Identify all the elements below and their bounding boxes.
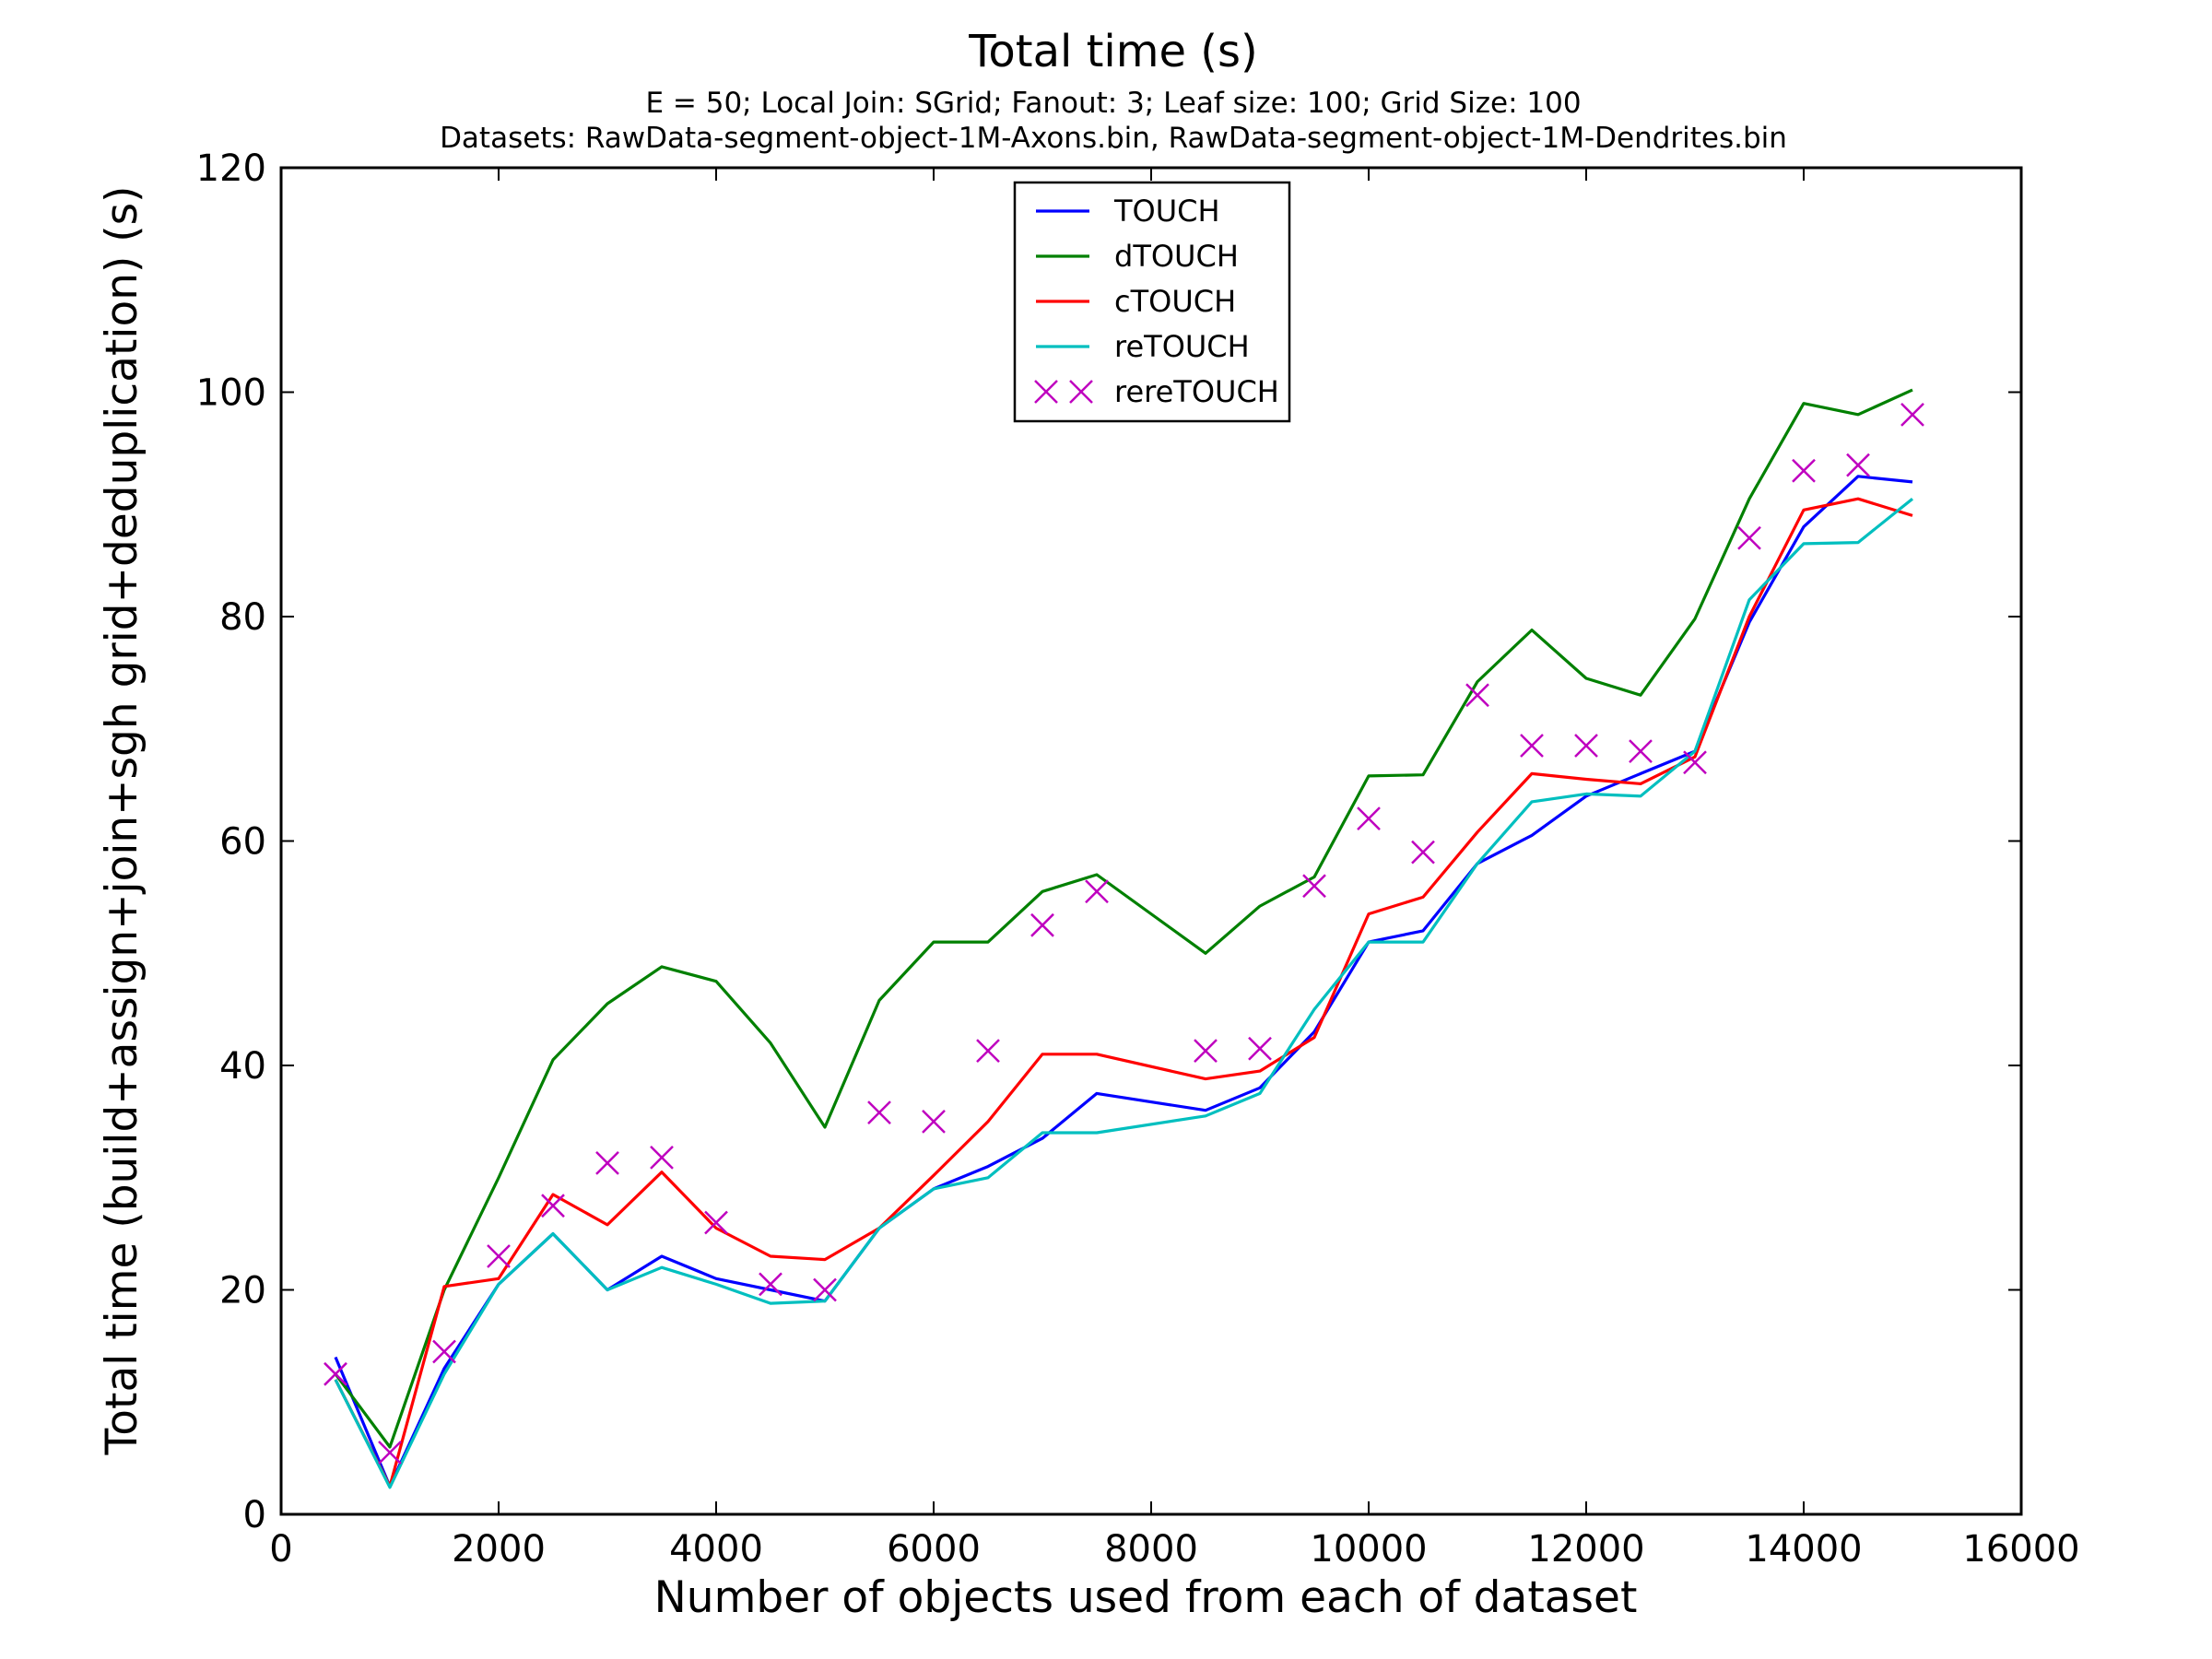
chart-subtitle-line-1: E = 50; Local Join: SGrid; Fanout: 3; Le… [645,87,1581,120]
x-tick-label: 12000 [1527,1528,1644,1571]
plot-frame [279,166,2023,1516]
data-point-reretouch [595,1151,619,1175]
legend-label-reretouch: rereTOUCH [1114,374,1279,409]
series-line-retouch [334,497,1914,1489]
legend-label-dtouch: dTOUCH [1114,239,1239,274]
data-point-reretouch [759,1272,782,1297]
x-tick-label: 16000 [1962,1528,2079,1571]
x-tick-label: 2000 [452,1528,546,1571]
y-tick-label: 40 [219,1045,266,1088]
legend-label-ctouch: cTOUCH [1114,284,1236,319]
data-point-reretouch [1574,734,1598,758]
data-point-reretouch [324,1361,347,1386]
data-point-reretouch [1900,402,1924,427]
legend: TOUCH dTOUCH cTOUCH reTOUCH rereTOUCH [1013,181,1291,423]
legend-swatch-reretouch [1069,380,1093,404]
y-tick-label: 60 [219,821,266,864]
x-tick-label: 8000 [1104,1528,1198,1571]
data-point-reretouch [378,1441,402,1465]
y-tick-label: 100 [196,372,266,415]
x-tick-label: 4000 [669,1528,763,1571]
data-point-reretouch [1411,840,1435,865]
data-point-reretouch [541,1194,565,1218]
data-point-reretouch [1792,458,1816,483]
series-line-ctouch [334,497,1913,1488]
data-point-reretouch [1520,734,1544,758]
x-tick-label: 0 [269,1528,292,1571]
y-tick-label: 0 [243,1494,266,1536]
data-point-reretouch [813,1277,837,1302]
data-point-reretouch [1248,1036,1272,1061]
chart-subtitle-line-2: Datasets: RawData-segment-object-1M-Axon… [440,122,1787,155]
data-point-reretouch [1357,806,1381,831]
data-point-reretouch [704,1210,728,1235]
x-axis-label: Number of objects used from each of data… [654,1572,1638,1623]
data-point-reretouch [1030,912,1054,937]
ticks-layer: 0 2000 4000 6000 8000 10000 12000 14000 16000 0 20… [196,147,2080,1571]
data-point-reretouch [922,1109,946,1134]
series-layer [324,388,1924,1489]
legend-label-retouch: reTOUCH [1114,329,1250,364]
y-axis-label: Total time (build+assign+join+sgh grid+d… [97,186,147,1456]
x-tick-label: 6000 [887,1528,981,1571]
chart-title: Total time (s) [968,26,1258,77]
data-point-reretouch [1683,750,1707,775]
data-point-reretouch [432,1339,456,1364]
data-point-reretouch [1194,1039,1218,1064]
data-point-reretouch [1629,739,1653,763]
data-point-reretouch [650,1145,674,1170]
data-point-reretouch [1085,879,1109,904]
x-tick-label: 14000 [1745,1528,1862,1571]
data-point-reretouch [867,1100,891,1125]
legend-swatch-reretouch [1034,380,1058,404]
data-point-reretouch [487,1244,511,1268]
data-point-reretouch [1846,453,1870,477]
data-point-reretouch [1465,683,1489,708]
data-point-reretouch [976,1039,1000,1064]
legend-label-touch: TOUCH [1113,194,1220,229]
x-tick-label: 10000 [1310,1528,1427,1571]
series-line-dtouch [334,388,1913,1449]
y-tick-label: 80 [219,596,266,639]
data-point-reretouch [1737,525,1761,550]
y-tick-label: 20 [219,1270,266,1312]
y-tick-label: 120 [196,147,266,190]
data-point-reretouch [1302,874,1326,899]
